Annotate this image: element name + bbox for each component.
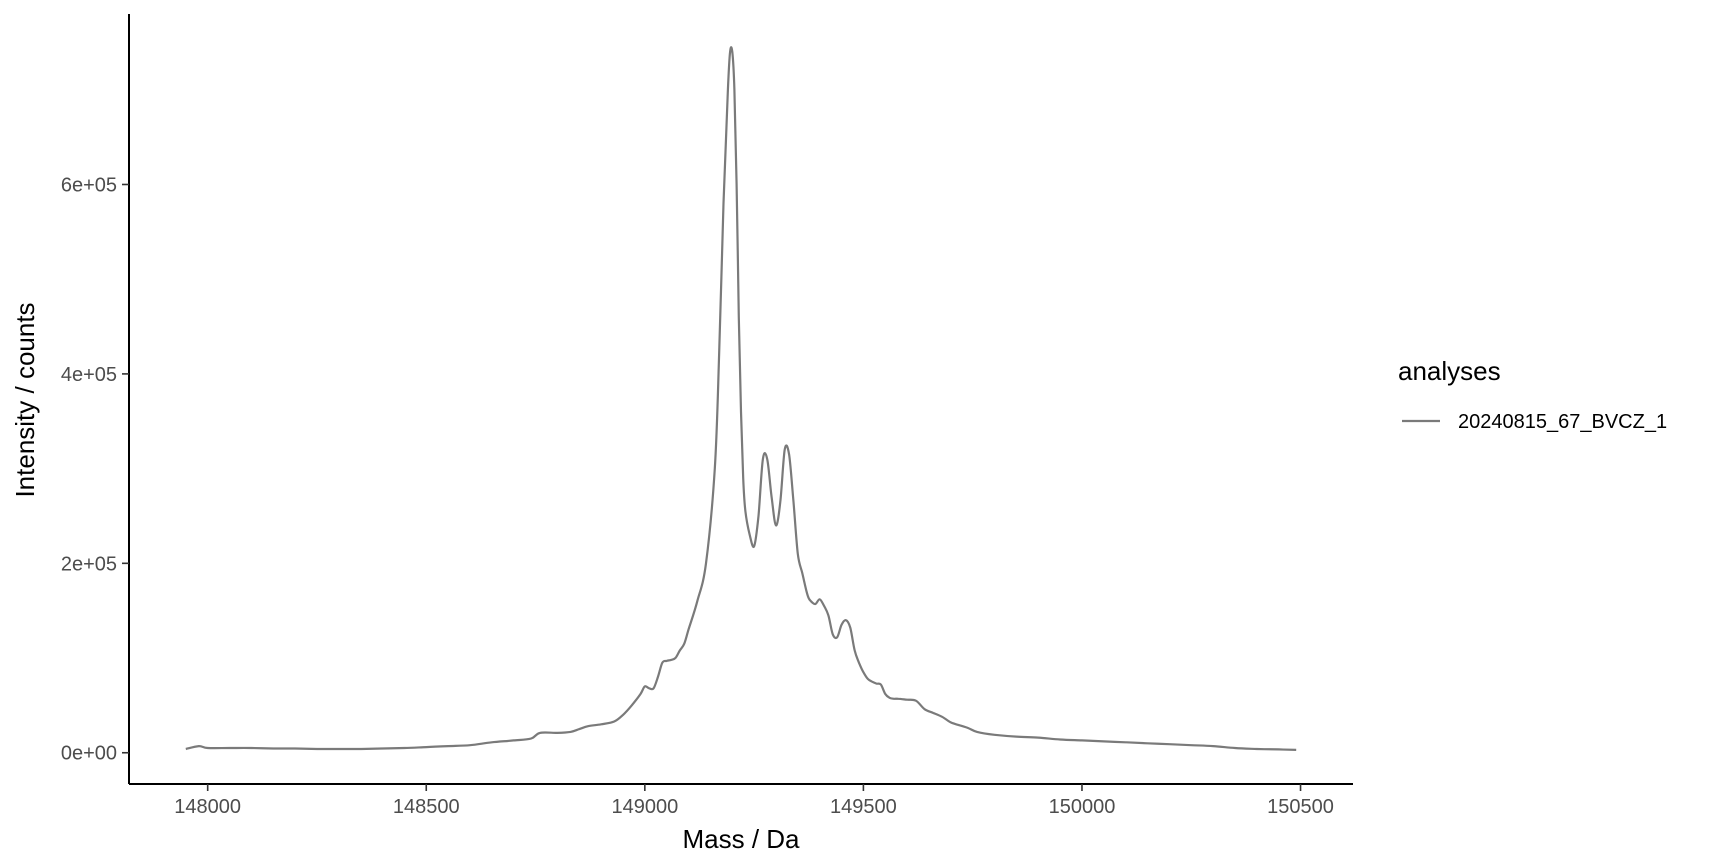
legend: analyses 20240815_67_BVCZ_1 bbox=[1398, 356, 1667, 433]
legend-label: 20240815_67_BVCZ_1 bbox=[1458, 411, 1667, 433]
x-tick-label: 149500 bbox=[830, 796, 897, 818]
x-tick-label: 150000 bbox=[1049, 796, 1116, 818]
y-tick-label: 4e+05 bbox=[61, 364, 117, 386]
legend-title: analyses bbox=[1398, 356, 1501, 386]
x-tick-label: 149000 bbox=[611, 796, 678, 818]
y-tick-label: 6e+05 bbox=[61, 174, 117, 196]
y-axis-title: Intensity / counts bbox=[10, 302, 40, 497]
x-tick-label: 150500 bbox=[1267, 796, 1334, 818]
x-axis-title: Mass / Da bbox=[682, 824, 800, 854]
x-tick-label: 148500 bbox=[393, 796, 460, 818]
x-ticks: 148000 148500 149000 149500 150000 150500 bbox=[174, 784, 1334, 818]
series-layer bbox=[185, 46, 1297, 751]
x-tick-label: 148000 bbox=[174, 796, 241, 818]
y-tick-label: 2e+05 bbox=[61, 553, 117, 575]
series-line bbox=[185, 46, 1297, 751]
y-tick-label: 0e+00 bbox=[61, 743, 117, 765]
plot-area: 148000 148500 149000 149500 150000 150500 0e+… bbox=[61, 14, 1353, 818]
y-ticks: 0e+00 2e+05 4e+05 6e+05 bbox=[61, 174, 129, 765]
